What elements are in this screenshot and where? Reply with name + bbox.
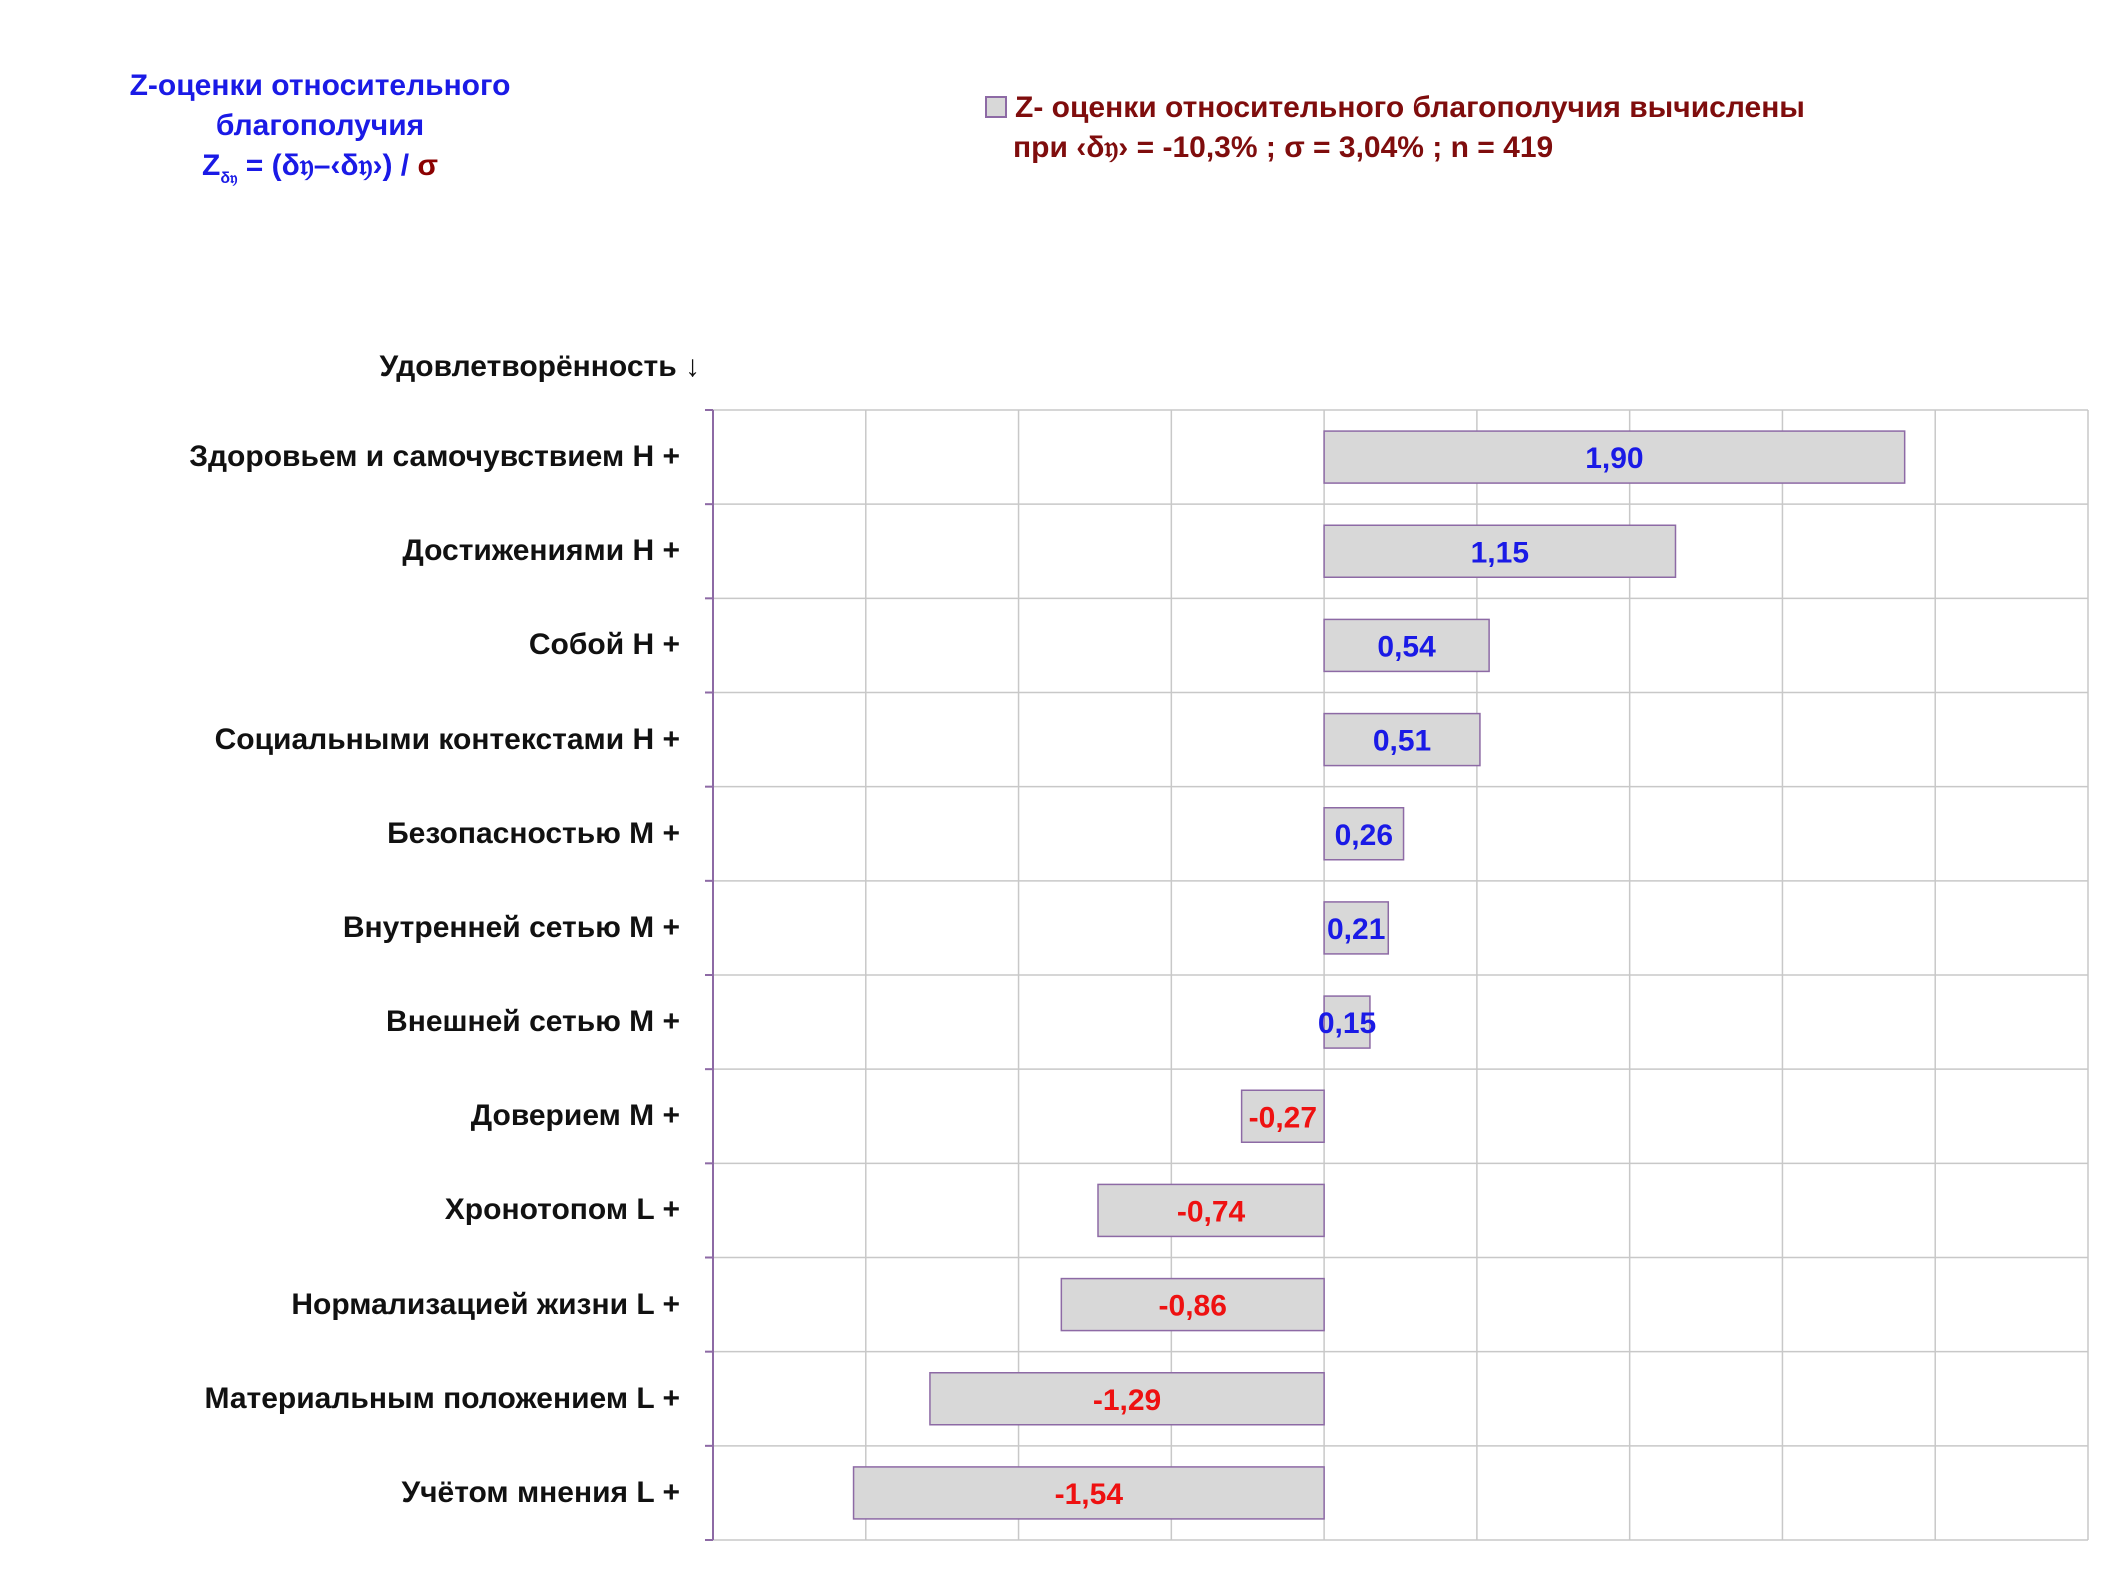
- bar-value-label: 0,15: [1318, 1007, 1376, 1040]
- bar: [1323, 524, 1677, 578]
- bar-value-label: -1,29: [1093, 1384, 1161, 1417]
- bar: [1323, 712, 1481, 767]
- bar-value-label: 0,21: [1327, 913, 1385, 946]
- chart-title-line1: Z-оценки относительного: [129, 69, 511, 102]
- formula-z: Z: [202, 149, 221, 182]
- legend: Z- оценки относительного благополучия вы…: [985, 88, 1805, 168]
- bar: [852, 1466, 1325, 1520]
- category-label: Социальными контекстами H +: [214, 722, 680, 756]
- bar-value-label: 1,90: [1585, 442, 1643, 475]
- bar-value-label: 0,51: [1373, 725, 1431, 758]
- bar-value-label: -0,27: [1249, 1101, 1317, 1134]
- bar-value-label: -0,74: [1177, 1195, 1246, 1228]
- category-label: Материальным положением L +: [204, 1381, 680, 1415]
- bar-value-label: 0,54: [1377, 630, 1436, 663]
- bar: [929, 1372, 1325, 1426]
- category-label: Хронотопом L +: [444, 1193, 680, 1227]
- category-label: Собой H +: [528, 628, 680, 662]
- bar: [1323, 430, 1906, 484]
- bar-value-label: -1,54: [1055, 1478, 1124, 1511]
- category-label: Нормализацией жизни L +: [291, 1287, 680, 1321]
- category-label: Здоровьем и самочувствием H +: [189, 440, 680, 474]
- category-label: Внешней сетью M +: [386, 1005, 680, 1039]
- legend-line2: при ‹δ𝔶› = -10,3% ; σ = 3,04% ; n = 419: [1013, 131, 1554, 164]
- legend-swatch-icon: [985, 96, 1007, 118]
- formula-subscript: δ𝔶: [220, 170, 238, 187]
- legend-line1: Z- оценки относительного благополучия вы…: [1015, 91, 1805, 124]
- category-label: Внутренней сетью M +: [342, 910, 680, 944]
- chart-title-line2: благополучия: [215, 109, 425, 142]
- category-header: Удовлетворённость ↓: [379, 350, 700, 383]
- bar-value-label: -0,86: [1159, 1290, 1227, 1323]
- category-label: Учётом мнения L +: [401, 1475, 680, 1509]
- bar: [1323, 995, 1371, 1049]
- bar: [1097, 1183, 1325, 1238]
- bar-value-label: 0,26: [1335, 819, 1393, 852]
- bar: [1240, 1089, 1325, 1143]
- category-label: Безопасностью M +: [387, 816, 680, 850]
- bar: [1323, 807, 1405, 861]
- bar-value-label: 1,15: [1471, 536, 1529, 569]
- formula-body: = (δ𝔶–‹δ𝔶›) /: [237, 149, 410, 182]
- category-label: Доверием M +: [470, 1099, 680, 1133]
- bar: [1060, 1277, 1325, 1332]
- bar: [1323, 618, 1490, 673]
- category-label: Достижениями H +: [402, 534, 680, 568]
- chart-title-block: Z-оценки относительного благополучия Zδ𝔶…: [40, 66, 600, 191]
- bar: [1323, 901, 1390, 955]
- z-formula: Zδ𝔶 = (δ𝔶–‹δ𝔶›) / σ: [40, 146, 600, 191]
- formula-sigma: σ: [417, 149, 438, 182]
